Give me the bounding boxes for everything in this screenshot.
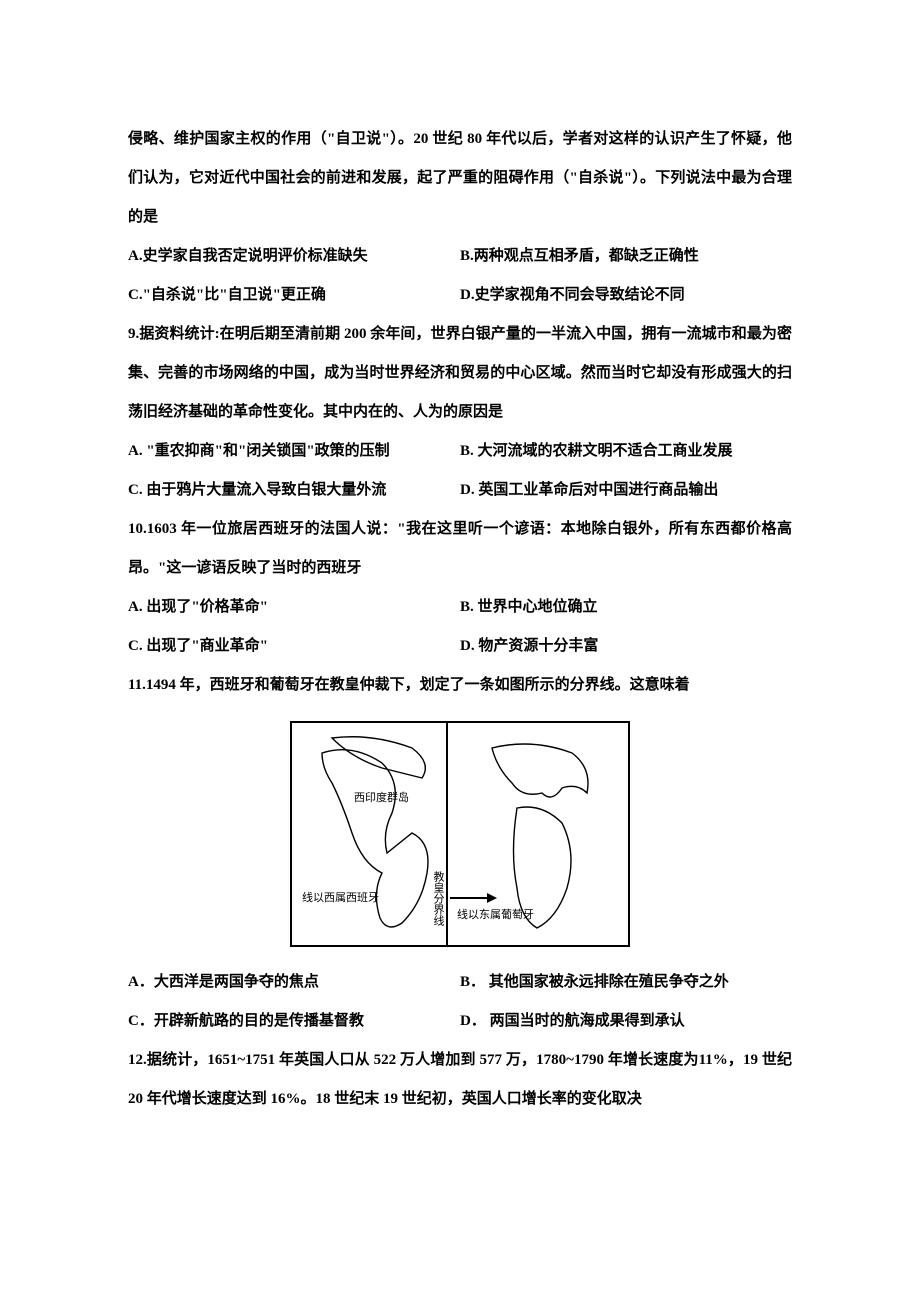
q11-map-figure: 西印度群岛 线以西属西班牙 教皇分界线 线以东属葡萄牙 <box>290 721 630 947</box>
q11-paragraph: 11.1494 年，西班牙和葡萄牙在教皇仲裁下，划定了一条如图所示的分界线。这意… <box>128 666 792 705</box>
map-label-east-portugal: 线以东属葡萄牙 <box>457 907 534 921</box>
map-label-west-indies: 西印度群岛 <box>354 790 409 804</box>
q9-paragraph: 9.据资料统计:在明后期至清前期 200 余年间，世界白银产量的一半流入中国，拥… <box>128 315 792 432</box>
q11-option-d: D． 两国当时的航海成果得到承认 <box>460 1002 792 1041</box>
q8-paragraph: 侵略、维护国家主权的作用（"自卫说"）。20 世纪 80 年代以后，学者对这样的… <box>128 120 792 237</box>
q9-options-row-1: A. "重农抑商"和"闭关锁国"政策的压制 B. 大河流域的农耕文明不适合工商业… <box>128 432 792 471</box>
q10-paragraph: 10.1603 年一位旅居西班牙的法国人说："我在这里听一个谚语：本地除白银外，… <box>128 510 792 588</box>
q8-option-a: A.史学家自我否定说明评价标准缺失 <box>128 237 460 276</box>
q11-options-row-1: A．大西洋是两国争夺的焦点 B． 其他国家被永远排除在殖民争夺之外 <box>128 963 792 1002</box>
q8-option-b: B.两种观点互相矛盾，都缺乏正确性 <box>460 237 792 276</box>
q11-map-figure-container: 西印度群岛 线以西属西班牙 教皇分界线 线以东属葡萄牙 <box>128 721 792 947</box>
world-map-icon: 西印度群岛 线以西属西班牙 教皇分界线 线以东属葡萄牙 <box>292 723 628 945</box>
q12-paragraph: 12.据统计，1651~1751 年英国人口从 522 万人增加到 577 万，… <box>128 1041 792 1119</box>
q9-option-d: D. 英国工业革命后对中国进行商品输出 <box>460 471 792 510</box>
q9-option-b: B. 大河流域的农耕文明不适合工商业发展 <box>460 432 792 471</box>
q11-option-a: A．大西洋是两国争夺的焦点 <box>128 963 460 1002</box>
map-label-pope-line: 教皇分界线 <box>432 871 445 926</box>
q10-option-c: C. 出现了"商业革命" <box>128 627 460 666</box>
q8-option-c: C."自杀说"比"自卫说"更正确 <box>128 276 460 315</box>
q10-option-d: D. 物产资源十分丰富 <box>460 627 792 666</box>
q8-options-row-2: C."自杀说"比"自卫说"更正确 D.史学家视角不同会导致结论不同 <box>128 276 792 315</box>
map-label-west-spain: 线以西属西班牙 <box>302 890 379 904</box>
q11-option-b: B． 其他国家被永远排除在殖民争夺之外 <box>460 963 792 1002</box>
q11-options-row-2: C．开辟新航路的目的是传播基督教 D． 两国当时的航海成果得到承认 <box>128 1002 792 1041</box>
q11-option-c: C．开辟新航路的目的是传播基督教 <box>128 1002 460 1041</box>
q8-option-d: D.史学家视角不同会导致结论不同 <box>460 276 792 315</box>
q10-option-b: B. 世界中心地位确立 <box>460 588 792 627</box>
q10-option-a: A. 出现了"价格革命" <box>128 588 460 627</box>
q8-options-row-1: A.史学家自我否定说明评价标准缺失 B.两种观点互相矛盾，都缺乏正确性 <box>128 237 792 276</box>
q9-option-c: C. 由于鸦片大量流入导致白银大量外流 <box>128 471 460 510</box>
q9-option-a: A. "重农抑商"和"闭关锁国"政策的压制 <box>128 432 460 471</box>
q9-options-row-2: C. 由于鸦片大量流入导致白银大量外流 D. 英国工业革命后对中国进行商品输出 <box>128 471 792 510</box>
q10-options-row-2: C. 出现了"商业革命" D. 物产资源十分丰富 <box>128 627 792 666</box>
q10-options-row-1: A. 出现了"价格革命" B. 世界中心地位确立 <box>128 588 792 627</box>
